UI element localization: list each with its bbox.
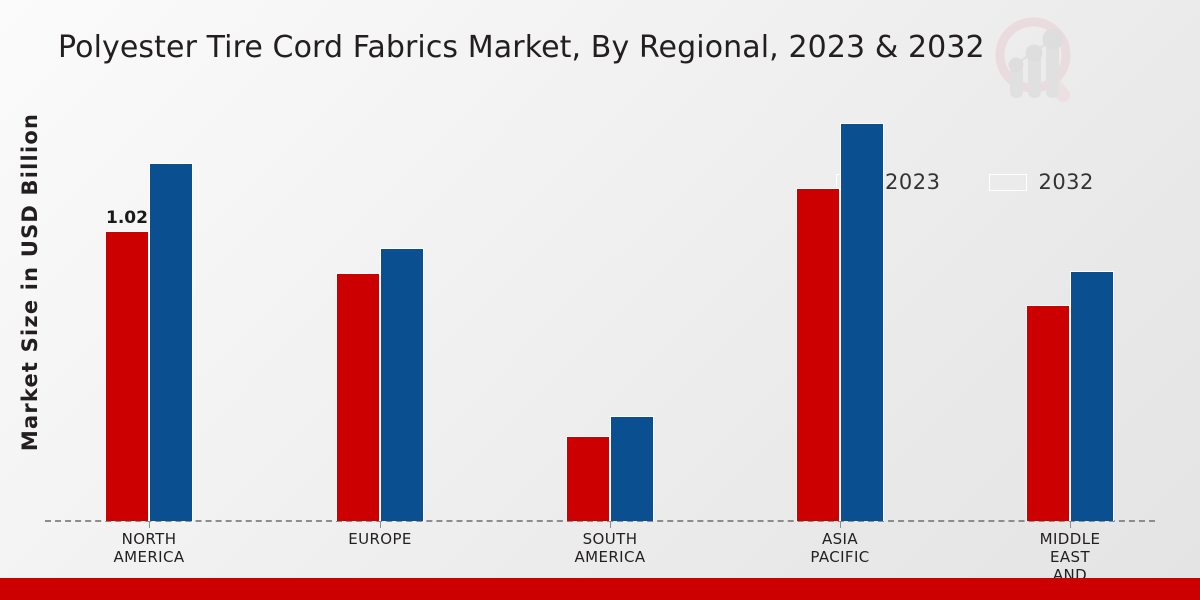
footer-bar	[0, 578, 1200, 600]
bar-group-europe	[336, 247, 424, 521]
x-tick-asia-pacific	[840, 521, 841, 528]
x-label-line: NORTH	[121, 530, 177, 548]
bar-group-north-america: 1.02	[105, 162, 193, 521]
legend-label-2023: 2023	[885, 170, 941, 194]
bar-north-america-2023[interactable]: 1.02	[105, 208, 149, 521]
legend-label-2032: 2032	[1038, 170, 1094, 194]
bar-middle-east-and-africa-2023[interactable]	[1026, 304, 1070, 521]
x-label-line: EAST	[1049, 548, 1091, 566]
x-label-line: MIDDLE	[1039, 530, 1101, 548]
x-label-north-america: NORTH AMERICA	[64, 530, 234, 566]
x-axis-baseline	[45, 520, 1155, 522]
bar-middle-east-and-africa-2032[interactable]	[1070, 270, 1114, 521]
x-tick-europe	[380, 521, 381, 528]
market-research-magnifier-logo-icon	[988, 12, 1088, 112]
bar-value-north-america-2023: 1.02	[106, 207, 148, 228]
bar-asia-pacific-2032[interactable]	[840, 122, 884, 521]
bar-asia-pacific-2023[interactable]	[796, 188, 840, 521]
legend-swatch-2032-icon	[989, 173, 1028, 191]
bar-group-middle-east-and-africa	[1026, 270, 1114, 521]
x-tick-south-america	[610, 521, 611, 528]
x-label-line: AMERICA	[113, 548, 185, 566]
x-label-line: AMERICA	[574, 548, 646, 566]
bar-europe-2032[interactable]	[380, 247, 424, 521]
x-tick-middle-east-and-africa	[1070, 521, 1071, 528]
bar-group-asia-pacific	[796, 122, 884, 521]
bar-south-america-2023[interactable]	[566, 435, 610, 521]
bar-south-america-2032[interactable]	[610, 415, 654, 521]
x-label-line: PACIFIC	[810, 548, 870, 566]
x-tick-north-america	[149, 521, 150, 528]
x-label-asia-pacific: ASIA PACIFIC	[755, 530, 925, 566]
x-label-line: SOUTH	[582, 530, 638, 548]
x-label-south-america: SOUTH AMERICA	[525, 530, 695, 566]
bar-europe-2023[interactable]	[336, 273, 380, 521]
chart-title: Polyester Tire Cord Fabrics Market, By R…	[58, 30, 985, 65]
bar-group-south-america	[566, 415, 654, 521]
x-label-line: ASIA	[821, 530, 859, 548]
x-label-line: EUROPE	[348, 530, 412, 548]
x-label-europe: EUROPE	[295, 530, 465, 548]
bar-north-america-2032[interactable]	[149, 162, 193, 521]
legend-item-2032[interactable]: 2032	[989, 170, 1093, 194]
